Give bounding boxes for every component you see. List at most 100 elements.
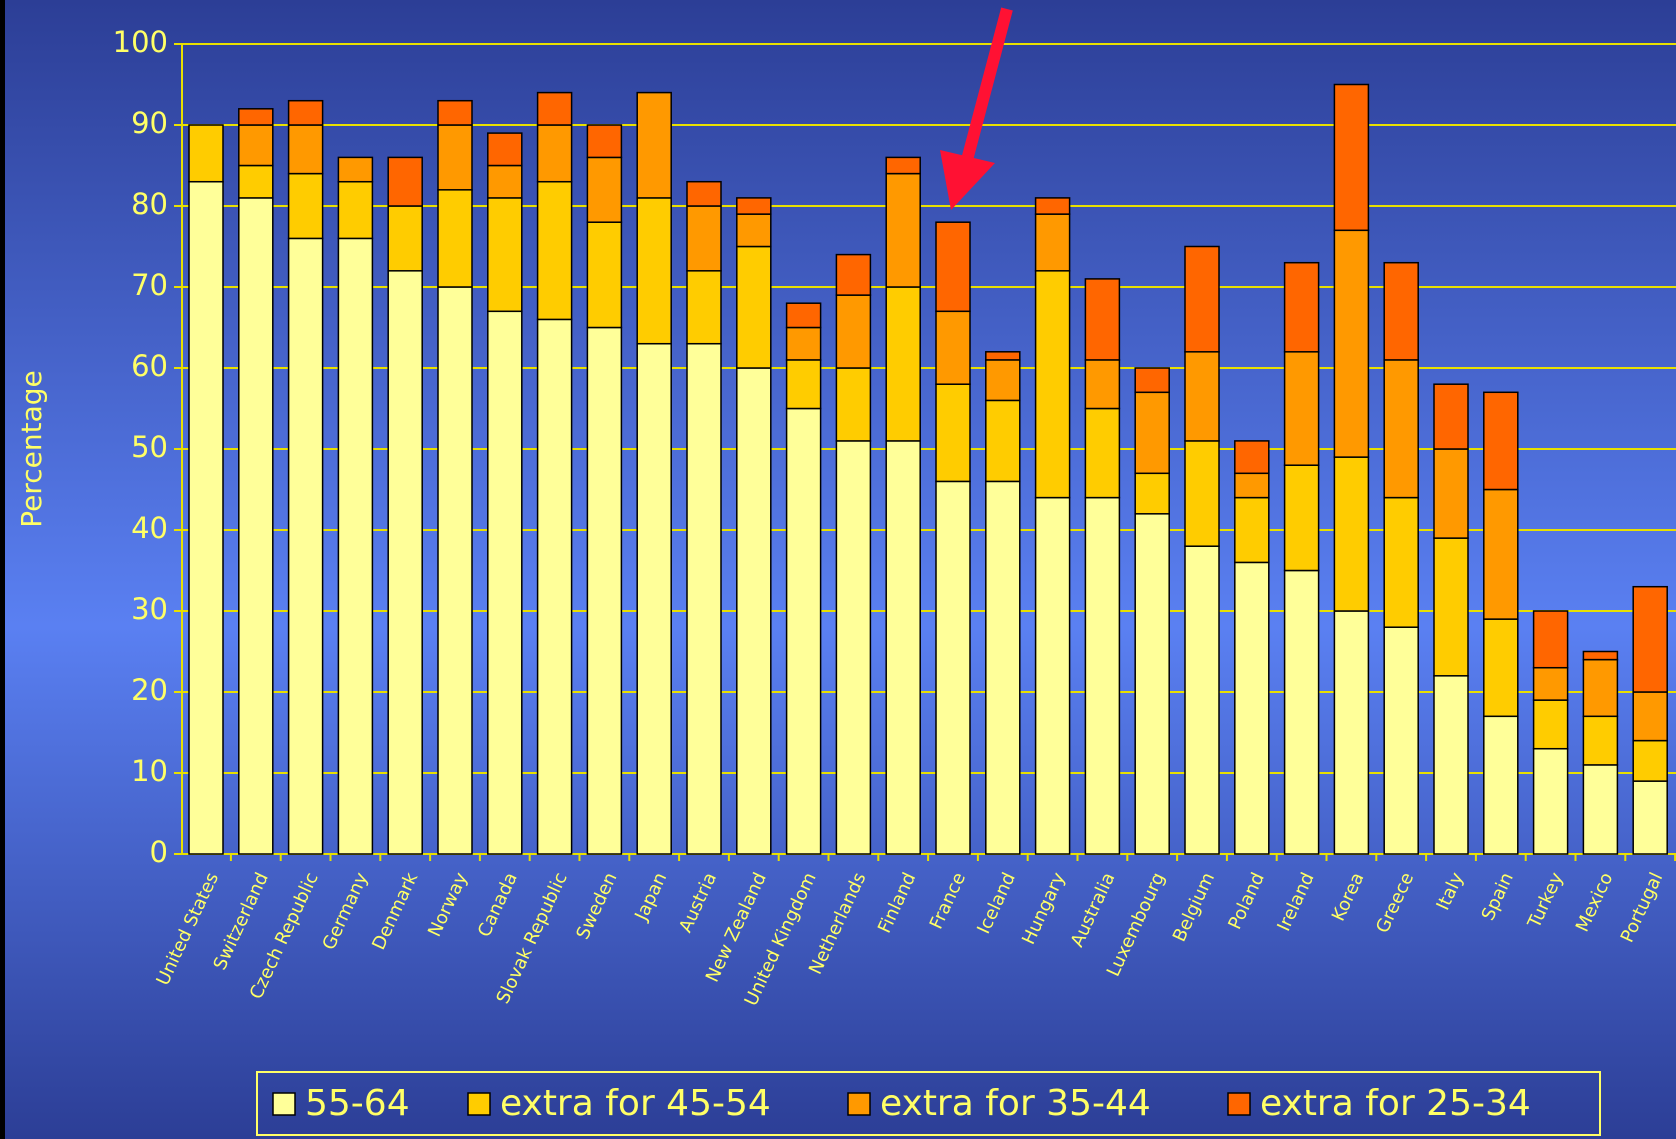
- bar-segment: [935, 383, 971, 483]
- bar-segment: [885, 172, 921, 288]
- legend: 55-64 extra for 45-54 extra for 35-44 extra…: [272, 1083, 1531, 1124]
- bar-segment: [1333, 456, 1370, 612]
- bar-segment: [287, 99, 324, 126]
- bar-segment: [1283, 261, 1320, 353]
- bar-segment: [437, 124, 473, 191]
- y-tick-label: 20: [131, 673, 168, 707]
- bar-segment: [1632, 585, 1668, 693]
- bar-segment: [1084, 407, 1121, 499]
- bar-segment: [238, 124, 274, 167]
- legend-swatch: [1227, 1092, 1251, 1116]
- bar-segment: [337, 237, 374, 855]
- bar-segment: [586, 124, 623, 159]
- y-tick-label: 50: [131, 430, 168, 464]
- bar-segment: [487, 164, 523, 199]
- bar-segment: [1582, 650, 1619, 661]
- bar-segment: [1134, 367, 1170, 394]
- bar-segment: [1383, 626, 1419, 855]
- bar-segment: [1632, 780, 1668, 855]
- bar-segment: [686, 205, 722, 272]
- bar-segment: [1034, 496, 1071, 855]
- bar-segment: [1433, 537, 1469, 677]
- bar-segment: [835, 253, 872, 296]
- bar-segment: [1483, 488, 1519, 620]
- bar-segment: [1134, 391, 1170, 475]
- legend-label: extra for 45-54: [500, 1083, 771, 1124]
- bar-segment: [1582, 764, 1619, 855]
- bar-segment: [1134, 513, 1170, 855]
- bar-segment: [188, 124, 224, 183]
- bar-segment: [935, 221, 971, 313]
- arrow: [940, 7, 1013, 210]
- bar-segment: [287, 124, 324, 175]
- bar-segment: [188, 180, 224, 855]
- bar-segment: [935, 480, 971, 855]
- y-tick-label: 30: [131, 592, 168, 626]
- bar-segment: [1483, 618, 1519, 718]
- bar-segment: [1084, 496, 1121, 855]
- bar-segment: [337, 156, 374, 183]
- y-tick-label: 40: [131, 511, 168, 545]
- bar-segment: [1084, 359, 1121, 410]
- bar-segment: [985, 480, 1021, 855]
- bar-segment: [1532, 747, 1569, 855]
- bar-segment: [1283, 569, 1320, 855]
- legend-label: 55-64: [305, 1083, 410, 1124]
- legend-label: extra for 35-44: [880, 1083, 1151, 1124]
- bar-segment: [387, 270, 423, 855]
- legend-label: extra for 25-34: [1260, 1083, 1531, 1124]
- bar-segment: [1034, 270, 1071, 499]
- bar-segment: [1184, 351, 1220, 442]
- bar-segment: [835, 440, 872, 855]
- bar-segment: [785, 302, 822, 329]
- bar-segment: [686, 270, 722, 345]
- bar-segment: [1483, 391, 1519, 491]
- bar-segment: [686, 342, 722, 855]
- bar-segment: [1333, 83, 1370, 232]
- bar-segment: [287, 172, 324, 240]
- bar-segment: [835, 294, 872, 369]
- y-tick-label: 0: [150, 835, 168, 869]
- bar-segment: [238, 164, 274, 199]
- bar-segment: [1283, 351, 1320, 466]
- bar-segment: [437, 189, 473, 288]
- bar-segment: [736, 213, 772, 248]
- bar-segment: [1283, 464, 1320, 572]
- bar-segment: [1234, 472, 1270, 499]
- left-edge: [0, 0, 5, 1139]
- y-tick-label: 100: [113, 25, 168, 59]
- bar-segment: [1433, 383, 1469, 450]
- bar-segment: [935, 310, 971, 385]
- bar-segment: [238, 108, 274, 126]
- y-axis-title: Percentage: [15, 370, 48, 528]
- bar-segment: [1184, 440, 1220, 547]
- bar-segment: [985, 399, 1021, 483]
- y-tick-label: 60: [131, 349, 168, 383]
- bar-segment: [536, 91, 573, 126]
- bar-segment: [1532, 699, 1569, 750]
- bar-segment: [1333, 229, 1370, 458]
- bar-segment: [1084, 278, 1121, 361]
- bar-segment: [1034, 213, 1071, 272]
- bar-segment: [287, 237, 324, 855]
- bar-segment: [736, 245, 772, 369]
- bar-segment: [885, 156, 921, 175]
- y-tick-label: 10: [131, 754, 168, 788]
- bar-segment: [1034, 197, 1071, 215]
- bar-segment: [1234, 561, 1270, 855]
- bar-segment: [785, 407, 822, 855]
- bar-segment: [487, 132, 523, 167]
- bar-segment: [586, 326, 623, 855]
- bar-segment: [1184, 245, 1220, 353]
- bar-segment: [1383, 359, 1419, 499]
- bar-segment: [1383, 496, 1419, 628]
- bar-segment: [1234, 496, 1270, 564]
- arrow-head: [940, 150, 995, 210]
- bar-segment: [785, 359, 822, 410]
- bar-segment: [437, 99, 473, 126]
- bar-segment: [1582, 658, 1619, 718]
- legend-box: [256, 1071, 1601, 1136]
- bar-segment: [238, 197, 274, 855]
- bar-segment: [1234, 440, 1270, 475]
- bar-segment: [1582, 715, 1619, 766]
